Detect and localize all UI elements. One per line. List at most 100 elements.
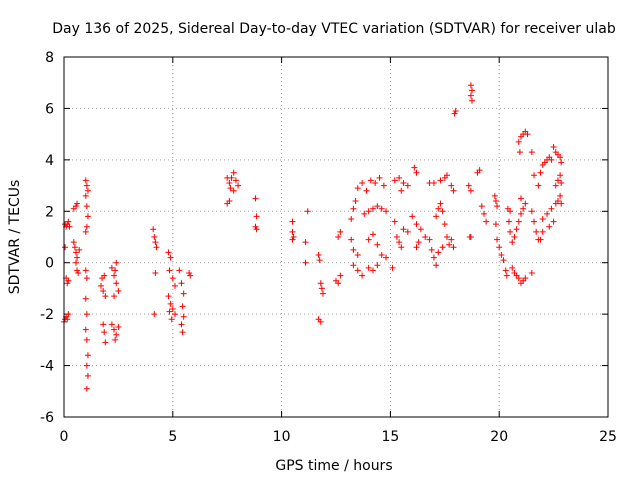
- data-point: [430, 180, 437, 186]
- data-point: [550, 218, 557, 225]
- data-point: [393, 234, 400, 240]
- y-tick-label: 0: [45, 256, 54, 272]
- data-point: [359, 272, 366, 279]
- data-point: [100, 321, 107, 328]
- data-point: [65, 311, 72, 318]
- data-point: [531, 218, 538, 225]
- data-point: [178, 280, 185, 287]
- data-point: [71, 244, 78, 251]
- data-point: [365, 264, 372, 271]
- data-point: [450, 187, 457, 194]
- data-point: [535, 182, 542, 189]
- data-point: [483, 218, 490, 225]
- data-point: [513, 226, 520, 233]
- data-point: [439, 208, 446, 215]
- data-point: [82, 295, 89, 302]
- data-point: [350, 246, 357, 253]
- data-point: [452, 108, 459, 114]
- data-point: [396, 239, 403, 246]
- data-point: [496, 244, 503, 251]
- data-point: [253, 213, 260, 220]
- data-point: [84, 352, 91, 359]
- y-tick-label: 6: [45, 101, 54, 117]
- data-point: [492, 221, 499, 228]
- data-point: [450, 244, 457, 251]
- data-point: [369, 231, 376, 238]
- data-point: [82, 177, 89, 184]
- data-point: [467, 92, 474, 99]
- data-point: [112, 267, 119, 274]
- data-point: [441, 221, 448, 228]
- data-point: [70, 239, 77, 246]
- data-point: [66, 223, 73, 230]
- data-point: [167, 254, 174, 261]
- data-point: [524, 131, 531, 138]
- x-tick-label: 0: [60, 429, 69, 445]
- data-point: [289, 236, 296, 243]
- data-point: [437, 177, 444, 184]
- data-point: [448, 236, 455, 243]
- data-point: [74, 200, 81, 207]
- data-point: [435, 205, 442, 212]
- data-point: [554, 177, 561, 184]
- data-point: [467, 234, 474, 240]
- data-point: [539, 228, 546, 235]
- data-point: [83, 203, 90, 210]
- data-point: [415, 239, 422, 246]
- data-point: [515, 218, 522, 225]
- data-point: [83, 385, 90, 392]
- data-point: [413, 244, 420, 251]
- data-point: [317, 280, 324, 287]
- data-point: [112, 336, 119, 343]
- data-point: [111, 272, 118, 279]
- data-point: [82, 192, 89, 199]
- data-point: [411, 164, 418, 171]
- data-point: [409, 213, 416, 220]
- data-point: [72, 259, 79, 266]
- data-point: [365, 208, 372, 215]
- data-point: [354, 267, 361, 274]
- data-point: [550, 144, 557, 150]
- data-point: [467, 187, 474, 194]
- data-point: [350, 262, 357, 269]
- data-point: [469, 87, 475, 94]
- data-point: [503, 272, 510, 279]
- data-point: [396, 174, 403, 181]
- data-point: [83, 311, 90, 318]
- data-point: [315, 252, 322, 258]
- data-point: [505, 218, 512, 225]
- data-point: [166, 308, 173, 315]
- data-point: [531, 172, 538, 179]
- data-point: [337, 228, 344, 235]
- data-point: [554, 198, 561, 204]
- data-point: [478, 203, 485, 210]
- data-point: [168, 316, 175, 323]
- x-tick-label: 5: [168, 429, 177, 445]
- data-point: [302, 239, 309, 246]
- data-point: [376, 174, 383, 181]
- grid: [64, 57, 608, 417]
- data-point: [186, 270, 193, 276]
- data-point: [380, 182, 387, 189]
- data-point: [316, 257, 323, 264]
- data-point: [113, 280, 120, 287]
- data-point: [111, 326, 118, 333]
- data-point: [180, 313, 187, 320]
- data-point: [82, 267, 89, 274]
- data-point: [374, 203, 381, 210]
- data-point: [252, 195, 259, 202]
- data-point: [84, 372, 91, 379]
- data-point: [437, 200, 444, 207]
- data-point: [350, 205, 357, 212]
- data-point: [76, 246, 83, 253]
- data-point: [171, 282, 178, 289]
- data-point: [179, 329, 186, 336]
- data-point: [365, 236, 372, 243]
- data-point: [439, 244, 446, 251]
- data-point: [226, 180, 233, 186]
- data-point: [74, 254, 81, 261]
- data-point: [304, 208, 311, 215]
- data-point: [169, 306, 176, 312]
- x-tick-label: 20: [490, 429, 508, 445]
- data-point: [404, 228, 411, 235]
